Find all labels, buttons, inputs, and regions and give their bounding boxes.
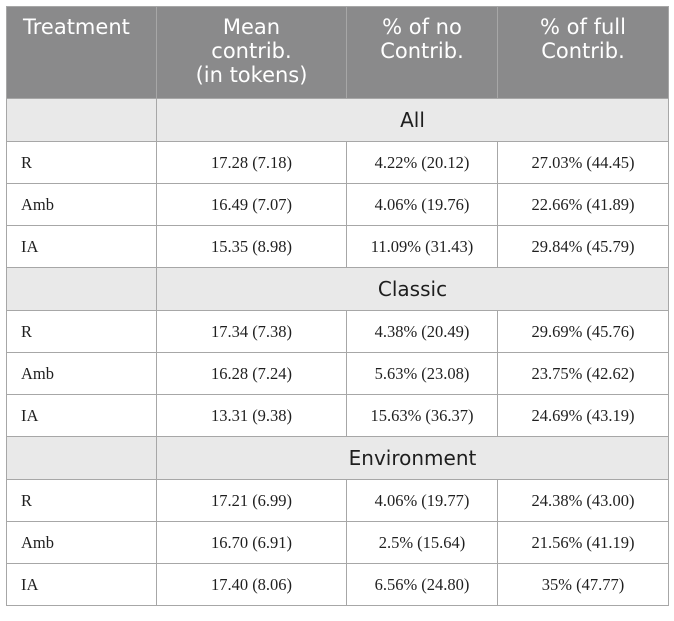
cell-mean: 16.49 (7.07) <box>156 183 347 226</box>
header-full-contrib-line-2: Contrib. <box>541 39 625 63</box>
cell-mean: 16.70 (6.91) <box>156 521 347 564</box>
cell-treatment: Amb <box>6 521 157 564</box>
header-no-contrib: % of no Contrib. <box>346 6 498 99</box>
cell-mean: 13.31 (9.38) <box>156 394 347 437</box>
header-mean-contrib: Mean contrib. (in tokens) <box>156 6 347 99</box>
cell-full-contrib: 29.69% (45.76) <box>497 310 669 353</box>
cell-no-contrib: 4.22% (20.12) <box>346 141 498 184</box>
cell-full-contrib: 23.75% (42.62) <box>497 352 669 395</box>
cell-treatment: Amb <box>6 183 157 226</box>
table-row: IA 17.40 (8.06) 6.56% (24.80) 35% (47.77… <box>6 563 669 606</box>
cell-treatment: IA <box>6 563 157 606</box>
cell-full-contrib: 27.03% (44.45) <box>497 141 669 184</box>
table-row: IA 15.35 (8.98) 11.09% (31.43) 29.84% (4… <box>6 225 669 268</box>
cell-treatment: R <box>6 141 157 184</box>
table-header-row: Treatment Mean contrib. (in tokens) % of… <box>6 6 669 99</box>
header-full-contrib-line-1: % of full <box>540 15 626 39</box>
cell-no-contrib: 2.5% (15.64) <box>346 521 498 564</box>
cell-no-contrib: 4.06% (19.77) <box>346 479 498 522</box>
section-title: Classic <box>156 267 669 311</box>
cell-no-contrib: 15.63% (36.37) <box>346 394 498 437</box>
section-title: Environment <box>156 436 669 480</box>
table-row: IA 13.31 (9.38) 15.63% (36.37) 24.69% (4… <box>6 394 669 437</box>
table-row: R 17.21 (6.99) 4.06% (19.77) 24.38% (43.… <box>6 479 669 522</box>
table-row: R 17.28 (7.18) 4.22% (20.12) 27.03% (44.… <box>6 141 669 184</box>
cell-treatment: R <box>6 310 157 353</box>
cell-mean: 17.34 (7.38) <box>156 310 347 353</box>
cell-full-contrib: 35% (47.77) <box>497 563 669 606</box>
cell-full-contrib: 24.69% (43.19) <box>497 394 669 437</box>
cell-mean: 17.40 (8.06) <box>156 563 347 606</box>
cell-full-contrib: 22.66% (41.89) <box>497 183 669 226</box>
section-title: All <box>156 98 669 142</box>
cell-full-contrib: 24.38% (43.00) <box>497 479 669 522</box>
cell-treatment: Amb <box>6 352 157 395</box>
header-full-contrib: % of full Contrib. <box>497 6 669 99</box>
header-mean-contrib-line-3: (in tokens) <box>195 63 308 87</box>
cell-full-contrib: 21.56% (41.19) <box>497 521 669 564</box>
header-treatment: Treatment <box>6 6 157 99</box>
header-mean-contrib-line-2: contrib. <box>211 39 292 63</box>
header-mean-contrib-line-1: Mean <box>222 15 281 39</box>
cell-no-contrib: 4.38% (20.49) <box>346 310 498 353</box>
cell-no-contrib: 6.56% (24.80) <box>346 563 498 606</box>
cell-mean: 15.35 (8.98) <box>156 225 347 268</box>
cell-mean: 17.21 (6.99) <box>156 479 347 522</box>
table-row: R 17.34 (7.38) 4.38% (20.49) 29.69% (45.… <box>6 310 669 353</box>
table-row: Amb 16.70 (6.91) 2.5% (15.64) 21.56% (41… <box>6 521 669 564</box>
table-row: Amb 16.28 (7.24) 5.63% (23.08) 23.75% (4… <box>6 352 669 395</box>
cell-no-contrib: 4.06% (19.76) <box>346 183 498 226</box>
table-row: Amb 16.49 (7.07) 4.06% (19.76) 22.66% (4… <box>6 183 669 226</box>
cell-mean: 17.28 (7.18) <box>156 141 347 184</box>
cell-treatment: IA <box>6 394 157 437</box>
section-row-environment: Environment <box>6 436 669 480</box>
cell-treatment: R <box>6 479 157 522</box>
section-row-classic: Classic <box>6 267 669 311</box>
contribution-table: Treatment Mean contrib. (in tokens) % of… <box>6 6 669 606</box>
cell-no-contrib: 5.63% (23.08) <box>346 352 498 395</box>
cell-no-contrib: 11.09% (31.43) <box>346 225 498 268</box>
section-blank-cell <box>6 98 157 142</box>
cell-treatment: IA <box>6 225 157 268</box>
header-no-contrib-line-2: Contrib. <box>380 39 464 63</box>
section-row-all: All <box>6 98 669 142</box>
header-no-contrib-line-1: % of no <box>382 15 462 39</box>
section-blank-cell <box>6 436 157 480</box>
cell-mean: 16.28 (7.24) <box>156 352 347 395</box>
cell-full-contrib: 29.84% (45.79) <box>497 225 669 268</box>
section-blank-cell <box>6 267 157 311</box>
